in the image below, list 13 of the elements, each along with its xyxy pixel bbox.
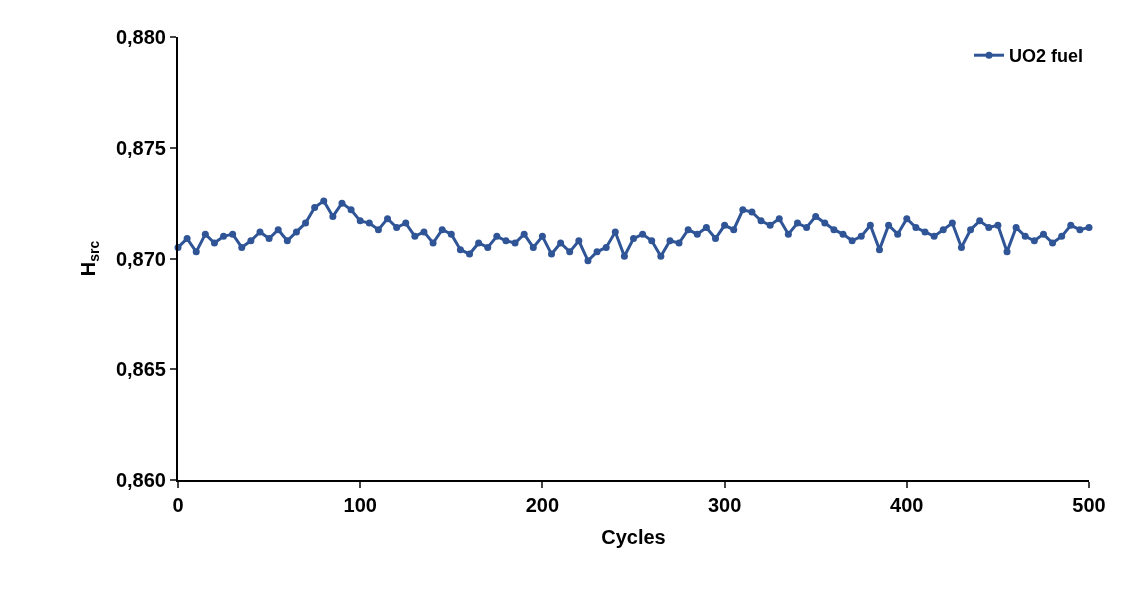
legend-label: UO2 fuel <box>1009 46 1084 67</box>
x-axis-title: Cycles <box>601 526 666 548</box>
x-tick-label: 100 <box>343 494 377 516</box>
y-tick-label: 0,875 <box>115 136 166 159</box>
y-tick-label: 0,870 <box>115 247 166 270</box>
x-tick-label: 200 <box>525 494 560 516</box>
x-tick-label: 300 <box>707 494 742 516</box>
x-tick-label: 400 <box>890 494 924 516</box>
y-tick-label: 0,860 <box>115 469 166 491</box>
y-tick-label: 0,865 <box>115 358 166 381</box>
y-tick-label: 0,880 <box>115 26 166 48</box>
x-tick-label: 500 <box>1072 494 1106 516</box>
x-tick-label: 0 <box>172 494 184 516</box>
